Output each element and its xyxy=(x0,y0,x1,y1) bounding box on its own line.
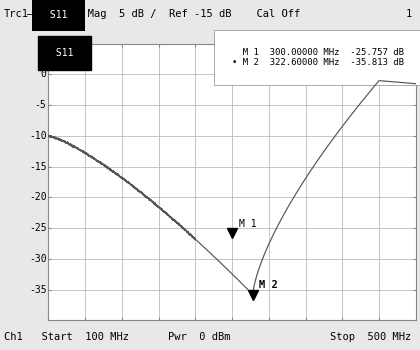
Text: Trc1: Trc1 xyxy=(4,9,29,19)
Text: M 1: M 1 xyxy=(239,218,257,229)
Text: M 1  300.00000 MHz  -25.757 dB
• M 2  322.60000 MHz  -35.813 dB: M 1 300.00000 MHz -25.757 dB • M 2 322.6… xyxy=(232,48,404,67)
Text: -15: -15 xyxy=(29,162,47,172)
Text: -30: -30 xyxy=(29,254,47,264)
Text: 0: 0 xyxy=(41,69,47,79)
Text: M 2: M 2 xyxy=(259,280,278,290)
Text: dB Mag  5 dB /  Ref -15 dB    Cal Off: dB Mag 5 dB / Ref -15 dB Cal Off xyxy=(69,9,301,19)
Text: S11: S11 xyxy=(50,48,79,58)
Text: S11: S11 xyxy=(44,10,74,20)
Text: 1: 1 xyxy=(405,9,412,19)
Text: Ch1   Start  100 MHz: Ch1 Start 100 MHz xyxy=(4,332,129,342)
Text: Pwr  0 dBm: Pwr 0 dBm xyxy=(168,332,231,342)
Text: -5: -5 xyxy=(35,100,47,110)
Text: Stop  500 MHz: Stop 500 MHz xyxy=(331,332,412,342)
Text: ——: —— xyxy=(27,9,40,19)
Text: -10: -10 xyxy=(29,131,47,141)
Text: -25: -25 xyxy=(29,223,47,233)
Text: 5: 5 xyxy=(41,39,47,49)
Text: -20: -20 xyxy=(29,193,47,202)
Text: -35: -35 xyxy=(29,285,47,295)
